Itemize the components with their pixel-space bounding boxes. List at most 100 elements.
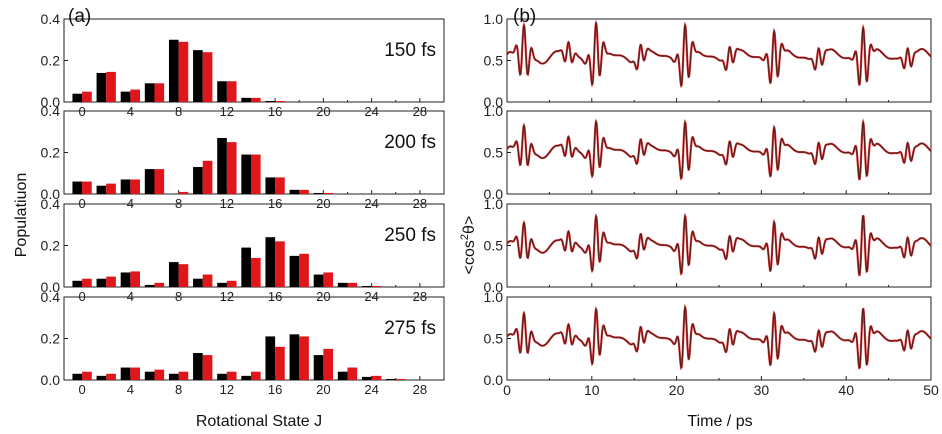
x-tick-label: 50	[923, 382, 939, 398]
panel-b: 0.00.51.00.00.51.00.00.51.00.00.51.00102…	[484, 11, 939, 398]
bar-red	[82, 92, 92, 102]
bar-red	[347, 283, 357, 287]
bar-red	[275, 101, 285, 102]
series-line	[507, 122, 931, 179]
bar-black	[145, 169, 155, 194]
bar-red	[154, 283, 164, 287]
bar-black	[193, 353, 203, 380]
bar-black	[217, 374, 227, 380]
bar-black	[338, 283, 348, 287]
bar-black	[362, 377, 372, 380]
panel-a-y-axis-label: Populatiuon	[13, 173, 30, 258]
bar-red	[251, 155, 261, 194]
bar-red	[251, 98, 261, 102]
x-tick-label: 30	[754, 382, 770, 398]
x-tick-label: 40	[838, 382, 854, 398]
y-tick-label: 0.2	[41, 145, 61, 161]
y-tick-label: 0.2	[41, 53, 61, 69]
bar-red	[323, 349, 333, 380]
y-tick-label: 0.5	[484, 53, 504, 69]
x-tick-label: 0	[78, 382, 85, 397]
bar-red	[179, 192, 189, 194]
subplot-annotation: 150 fs	[384, 40, 436, 61]
panel-b-subplot-3: 0.00.51.001020304050	[484, 289, 939, 398]
bar-red	[82, 372, 92, 380]
bar-black	[338, 372, 348, 380]
y-tick-label: 0.5	[484, 331, 504, 347]
bar-black	[72, 374, 82, 380]
bar-red	[227, 81, 237, 102]
y-tick-label: 1.0	[484, 103, 504, 119]
bar-black	[169, 374, 179, 380]
y-tick-label: 1.0	[484, 11, 504, 27]
bar-red	[106, 277, 116, 287]
y-tick-label: 0.4	[41, 196, 61, 212]
panel-a-x-axis-label: Rotational State J	[196, 413, 322, 430]
bar-red	[251, 372, 261, 380]
bar-red	[179, 372, 189, 380]
bar-black	[290, 334, 300, 380]
bar-black	[145, 83, 155, 102]
bar-black	[97, 73, 107, 102]
bar-black	[72, 94, 82, 102]
y-tick-label: 0.4	[41, 289, 61, 305]
bar-red	[179, 264, 189, 287]
bar-red	[227, 372, 237, 380]
bar-red	[299, 190, 309, 194]
bar-red	[106, 184, 116, 194]
panel-b-label: (b)	[513, 6, 536, 27]
x-tick-label: 24	[364, 382, 378, 397]
bar-black	[72, 182, 82, 194]
bar-red	[323, 193, 333, 194]
bar-red	[130, 90, 140, 102]
bar-black	[121, 92, 131, 102]
bar-red	[275, 347, 285, 380]
bar-black	[314, 275, 324, 287]
bar-red	[323, 272, 333, 287]
bar-black	[241, 376, 251, 380]
y-tick-label: 0.5	[484, 238, 504, 254]
panel-a-label: (a)	[68, 6, 91, 27]
bar-black	[97, 279, 107, 287]
bar-red	[82, 279, 92, 287]
panel-b-subplot-1: 0.00.51.0	[484, 103, 931, 202]
x-tick-label: 0	[503, 382, 511, 398]
bar-red	[299, 254, 309, 287]
x-tick-label: 20	[316, 382, 330, 397]
series-line	[507, 307, 931, 367]
subplot-annotation: 275 fs	[384, 318, 436, 339]
bar-red	[203, 161, 213, 194]
bar-red	[179, 42, 189, 102]
bar-black	[241, 98, 251, 102]
bar-black	[265, 237, 275, 287]
x-tick-label: 20	[669, 382, 685, 398]
panel-b-y-axis-label-suffix: θ>	[461, 216, 478, 234]
bar-red	[130, 368, 140, 380]
bar-red	[372, 286, 382, 287]
bar-black	[386, 379, 396, 380]
x-tick-label: 8	[175, 382, 182, 397]
x-tick-label: 12	[220, 382, 234, 397]
y-tick-label: 0.2	[41, 238, 61, 254]
series-line	[507, 23, 931, 86]
bar-black	[121, 272, 131, 287]
bar-black	[97, 376, 107, 380]
bar-red	[227, 281, 237, 287]
bar-red	[82, 182, 92, 194]
x-tick-label: 16	[268, 382, 282, 397]
bar-black	[72, 281, 82, 287]
bar-black	[145, 372, 155, 380]
bar-black	[217, 81, 227, 102]
subplot-annotation: 250 fs	[384, 225, 436, 246]
bar-red	[106, 374, 116, 380]
bar-black	[169, 262, 179, 287]
panel-b-y-axis-label-prefix: <cos	[461, 240, 478, 274]
panel-a-subplot-2: 0.00.20.40481216202428250 fs	[41, 196, 444, 304]
bar-black	[193, 167, 203, 194]
panel-b-y-axis-label: <cos2θ>	[459, 216, 478, 275]
bar-black	[362, 286, 372, 287]
bar-red	[154, 169, 164, 194]
bar-black	[314, 355, 324, 380]
bar-black	[217, 283, 227, 287]
